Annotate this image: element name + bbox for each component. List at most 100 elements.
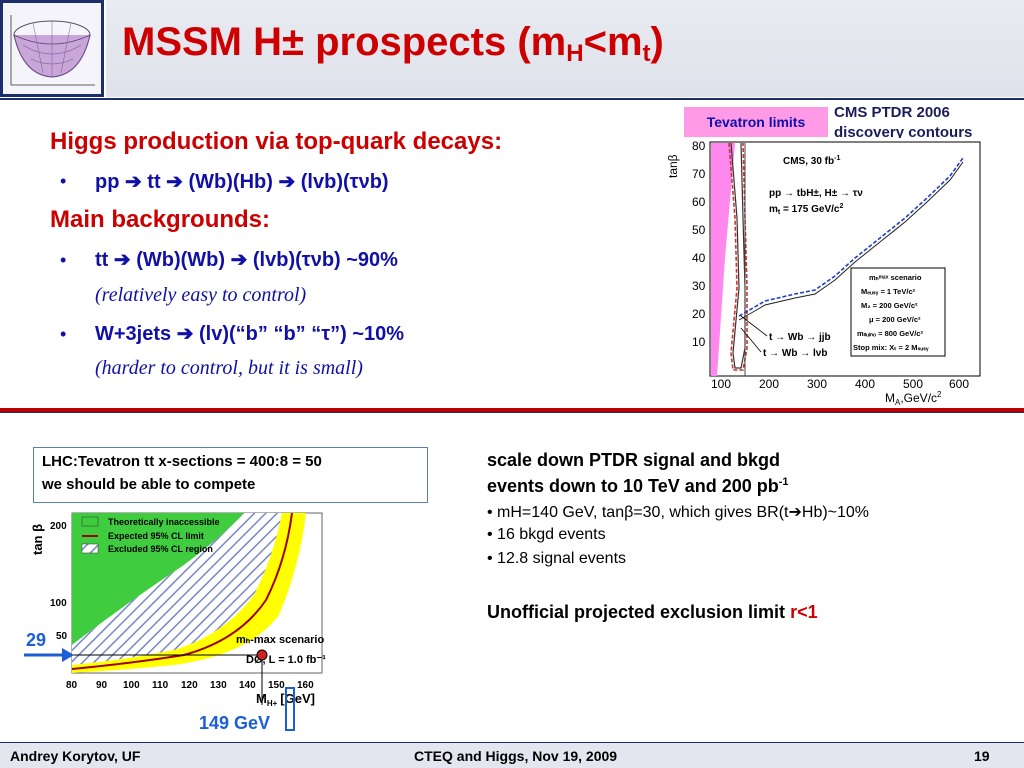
legend-swatch-green	[81, 516, 99, 527]
contour-leptonic	[728, 142, 748, 371]
discovery-curve-jjb	[738, 157, 964, 317]
x-tick-labels: 100 200 300 400 500 600	[711, 377, 969, 391]
footer-author: Andrey Korytov, UF	[10, 748, 141, 764]
background-wjets-note: (harder to control, but it is small)	[95, 357, 363, 379]
x-tick-labels: 80 90 100 110 120 130 140 150 160	[66, 680, 314, 691]
theoretically-inaccessible-region	[72, 513, 244, 645]
footer-event: CTEQ and Higgs, Nov 19, 2009	[414, 748, 618, 764]
x-tick: 90	[96, 680, 108, 691]
curve-labels: t → Wb → jjb t → Wb → lνb	[763, 332, 831, 359]
discovery-curve-lvb	[738, 161, 964, 321]
background-ttbar: tt ➔ (Wb)(Wb) ➔ (lvb)(τνb) ~90%	[95, 249, 398, 271]
lumi-label: CMS, 30 fb-1	[783, 155, 840, 167]
y-tick-labels: 80 70 60 50 40 30 20 10	[692, 139, 706, 349]
scale-down-heading-2: events down to 10 TeV and 200 pb-1	[487, 476, 789, 496]
excluded-region	[72, 513, 282, 665]
background-wjets: W+3jets ➔ (lv)(“b” “b” “τ”) ~10%	[95, 323, 405, 345]
x-tick: 80	[66, 680, 78, 691]
x-axis-label: MA,GeV/c2	[885, 390, 942, 406]
x-tick: 400	[855, 377, 875, 391]
lhc-comparison-box	[33, 447, 428, 503]
legend-text: Theoretically inaccessible	[108, 517, 220, 527]
x-tick: 110	[152, 680, 169, 691]
mass-149-label: 149 GeV	[199, 713, 270, 733]
x-tick: 140	[239, 680, 256, 691]
x-tick: 120	[181, 680, 198, 691]
scenario-line: Stop mix: Xₜ = 2 Mₛᵤₛᵧ	[853, 343, 929, 352]
expected-limit-band	[72, 513, 306, 673]
x-tick: 500	[903, 377, 923, 391]
cms-ptdr-label: CMS PTDR 2006 discovery contours	[834, 104, 973, 141]
footer-bar	[0, 743, 1024, 768]
x-tick: 200	[759, 377, 779, 391]
mtop-label: mt = 175 GeV/c2	[769, 203, 843, 216]
scenario-line: μ = 200 GeV/c²	[869, 315, 921, 324]
tevatron-excluded-region	[711, 143, 735, 376]
scenario-label: mₕ-max scenario	[236, 634, 324, 646]
d0-exclusion-plot: Theoretically inaccessible Expected 95% …	[24, 505, 354, 738]
curve-label-jjb: t → Wb → jjb	[769, 332, 831, 343]
x-tick: 150	[268, 680, 285, 691]
detail-signal-events: • 12.8 signal events	[487, 550, 627, 567]
tevatron-limits-label: Tevatron limits	[684, 107, 828, 137]
x-tick: 100	[123, 680, 140, 691]
title-panel	[106, 0, 1024, 97]
benchmark-point	[256, 649, 268, 661]
scenario-text: mₕᵐᵃˣ scenario Mₑᵤₛᵧ = 1 TeV/c² M₂ = 200…	[853, 273, 929, 352]
y-tick: 60	[692, 195, 706, 209]
y-tick: 100	[50, 598, 67, 609]
bullet-dot: •	[60, 171, 67, 191]
mass-bracket	[285, 687, 295, 731]
bullet-dot: •	[60, 324, 67, 344]
x-tick: 130	[210, 680, 227, 691]
lhc-line2: we should be able to compete	[42, 476, 256, 493]
y-tick: 200	[50, 521, 67, 532]
header-rule	[0, 98, 1024, 100]
x-tick: 100	[711, 377, 731, 391]
mexican-hat-potential-icon	[3, 3, 101, 94]
scenario-line: mₗₗᵤᵢₙₒ = 800 GeV/c²	[857, 329, 923, 338]
y-tick-labels: 200 100 50	[50, 521, 68, 642]
scenario-line: mₕᵐᵃˣ scenario	[869, 273, 922, 282]
y-tick: 30	[692, 279, 706, 293]
production-chain: pp ➔ tt ➔ (Wb)(Hb) ➔ (lvb)(τνb)	[95, 171, 389, 193]
x-tick: 160	[297, 680, 314, 691]
arrow-29-head	[62, 648, 74, 662]
exclusion-limit-line: Unofficial projected exclusion limit r<1	[487, 602, 818, 622]
lhc-line1: LHC:Tevatron tt x-sections = 400:8 = 50	[42, 453, 322, 470]
contour-hadronic-left	[730, 142, 746, 369]
scenario-line: Mₑᵤₛᵧ = 1 TeV/c²	[861, 287, 916, 296]
heading-backgrounds: Main backgrounds:	[50, 206, 271, 233]
process-label: pp → tbH±, H± → τν	[769, 188, 863, 199]
x-tick: 300	[807, 377, 827, 391]
exclusion-limit-value: r<1	[790, 602, 818, 622]
section-rule	[0, 412, 1024, 413]
legend-text: Excluded 95% CL region	[108, 544, 213, 554]
footer-rule	[0, 742, 1024, 743]
y-tick: 10	[692, 335, 706, 349]
scenario-box	[850, 267, 946, 357]
tanbeta-29-label: 29	[26, 630, 46, 650]
y-tick: 70	[692, 167, 706, 181]
y-tick: 40	[692, 251, 706, 265]
curve-label-lvb: t → Wb → lνb	[763, 348, 827, 359]
expected-limit-line	[71, 512, 293, 670]
logo-thumbnail	[0, 0, 104, 97]
y-tick: 20	[692, 307, 706, 321]
detail-bkgd-events: • 16 bkgd events	[487, 526, 606, 543]
heading-production: Higgs production via top-quark decays:	[50, 128, 503, 155]
bullet-dot: •	[60, 250, 67, 270]
footer-page-number: 19	[974, 748, 990, 764]
legend-swatch-hatch	[81, 543, 99, 554]
slide-title: MSSM H± prospects (mH<mt)	[122, 20, 664, 67]
y-tick: 50	[56, 631, 68, 642]
scale-down-heading-1: scale down PTDR signal and bkgd	[487, 450, 781, 470]
cms-discovery-contour-plot: tanβ 80 70 60 50 40 30 20 10 100 200 300…	[665, 138, 985, 406]
background-ttbar-note: (relatively easy to control)	[95, 284, 307, 306]
x-axis-label: MH+ [GeV]	[256, 691, 315, 708]
x-tick: 600	[949, 377, 969, 391]
plot-info: CMS, 30 fb-1 pp → tbH±, H± → τν mt = 175…	[769, 155, 863, 216]
detail-mh-tanbeta: • mH=140 GeV, tanβ=30, which gives BR(t➔…	[487, 504, 870, 521]
section-rule-red	[0, 408, 1024, 412]
legend-text: Expected 95% CL limit	[108, 531, 204, 541]
